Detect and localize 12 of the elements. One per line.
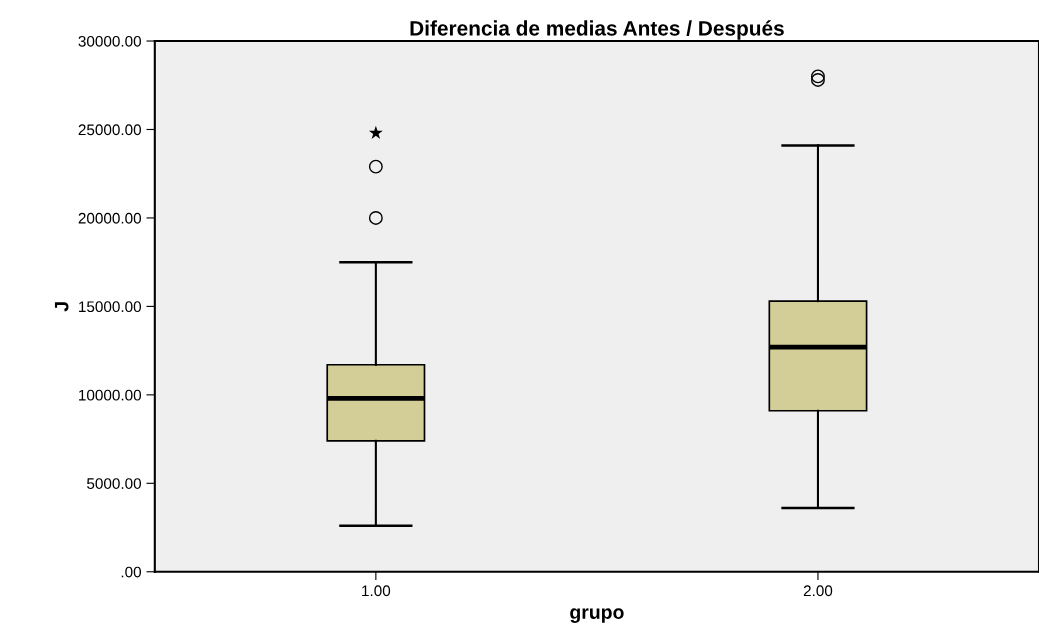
x-axis-title: grupo (570, 608, 624, 623)
y-tick-label: .00 (121, 566, 142, 578)
y-axis-title: J (54, 302, 69, 312)
y-tick-label: 20000.00 (78, 212, 142, 224)
y-tick-label: 15000.00 (79, 301, 142, 313)
y-tick-label: 25000.00 (78, 124, 142, 136)
x-tick-label: 2.00 (803, 585, 833, 597)
y-tick-label: 10000.00 (79, 389, 142, 401)
x-tick-label: 1.00 (362, 585, 391, 597)
chart-title: Diferencia de medias Antes / Después (410, 20, 784, 40)
y-tick-label: 30000.00 (78, 35, 142, 47)
y-tick-label: 5000.00 (87, 478, 142, 489)
